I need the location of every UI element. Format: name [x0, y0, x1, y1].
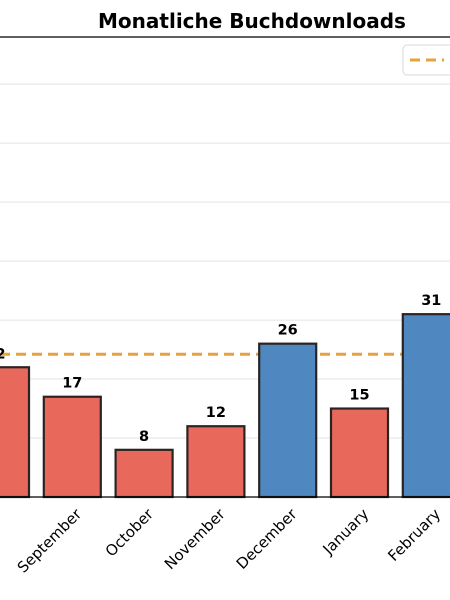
bar-january	[329, 407, 390, 499]
bar-february	[401, 313, 450, 499]
x-tick-label: November	[161, 505, 229, 573]
value-label: 12	[206, 405, 226, 421]
gridlines	[0, 83, 450, 439]
bar-september	[42, 395, 102, 499]
value-label: 31	[421, 293, 441, 309]
x-tick-label: January	[319, 505, 373, 559]
x-tick-label: October	[102, 505, 158, 561]
bar-november	[186, 425, 246, 499]
x-tick-labels: September October November December January F…	[14, 505, 444, 577]
bars	[0, 313, 450, 499]
x-tick-label: September	[14, 505, 86, 577]
bar-partial-left	[0, 366, 31, 499]
value-label-partial-left: 2	[0, 346, 6, 362]
x-tick-label: December	[233, 505, 301, 573]
value-labels: 2 17 8 12 26 15 31	[0, 293, 441, 445]
value-label: 17	[62, 376, 82, 392]
legend	[402, 44, 450, 76]
chart-title: Monatliche Buchdownloads	[98, 9, 406, 33]
value-label: 15	[349, 388, 369, 404]
value-label: 8	[139, 429, 149, 445]
bar-october	[114, 448, 174, 499]
x-tick-label: February	[384, 505, 444, 565]
value-label: 26	[278, 323, 298, 339]
bar-december	[258, 342, 318, 499]
